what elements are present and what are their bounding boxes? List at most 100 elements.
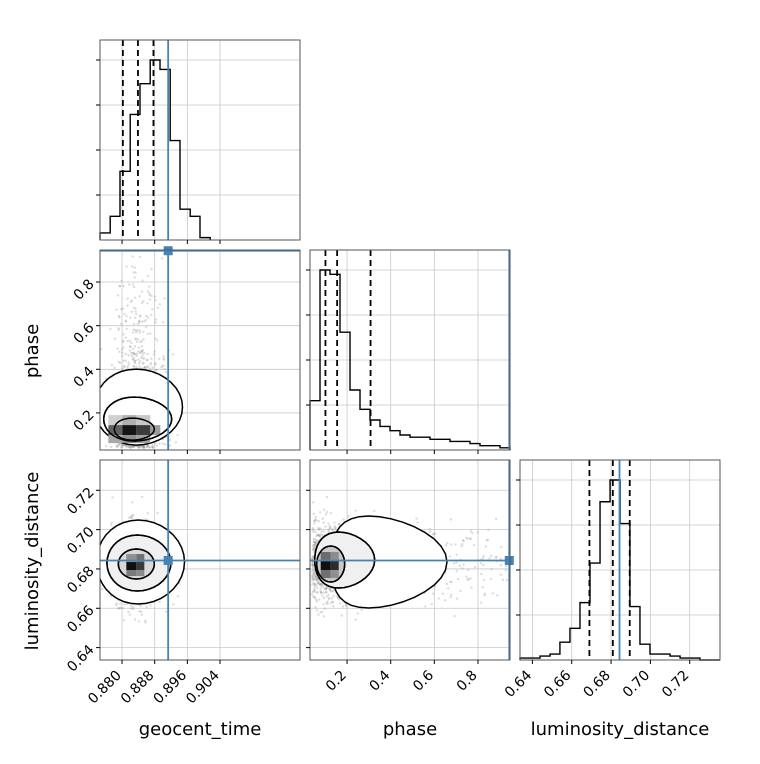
scatter-point bbox=[109, 327, 112, 331]
scatter-point bbox=[142, 445, 145, 448]
scatter-point bbox=[176, 595, 180, 598]
scatter-point bbox=[146, 365, 149, 368]
scatter-point bbox=[133, 360, 136, 363]
scatter-point bbox=[325, 591, 328, 594]
scatter-point bbox=[315, 600, 319, 603]
density-contours bbox=[313, 515, 448, 609]
scatter-point bbox=[327, 529, 330, 533]
scatter-point bbox=[128, 283, 131, 286]
scatter-point bbox=[119, 606, 122, 610]
scatter-point bbox=[322, 508, 326, 511]
scatter-point bbox=[140, 301, 144, 305]
scatter-point bbox=[164, 443, 167, 446]
scatter-point bbox=[156, 306, 160, 309]
density-cell bbox=[136, 570, 145, 577]
scatter-point bbox=[141, 445, 145, 448]
histogram-phase bbox=[309, 269, 511, 450]
scatter-point bbox=[317, 581, 320, 585]
scatter-point bbox=[125, 314, 128, 318]
scatter-point bbox=[127, 445, 131, 449]
scatter-point bbox=[138, 315, 142, 318]
density-cell bbox=[320, 570, 331, 579]
scatter-point bbox=[141, 279, 144, 282]
scatter-point bbox=[125, 327, 129, 331]
scatter-point bbox=[146, 365, 150, 369]
scatter-point bbox=[119, 606, 122, 610]
scatter-point bbox=[334, 526, 337, 530]
scatter-point bbox=[344, 604, 348, 608]
scatter-point bbox=[120, 444, 123, 447]
scatter-point bbox=[139, 356, 143, 360]
scatter-point bbox=[138, 255, 142, 259]
scatter-point bbox=[115, 308, 118, 311]
scatter-point bbox=[118, 284, 122, 288]
scatter-point bbox=[499, 563, 503, 567]
scatter-point bbox=[132, 271, 135, 274]
scatter-point bbox=[326, 602, 329, 606]
scatter-point bbox=[489, 554, 493, 557]
density-cell bbox=[150, 425, 161, 436]
scatter-point bbox=[467, 568, 470, 572]
scatter-point bbox=[315, 538, 318, 542]
contour-line bbox=[106, 534, 172, 592]
scatter-point bbox=[311, 576, 314, 579]
scatter-point bbox=[312, 563, 315, 566]
scatter-point bbox=[123, 365, 126, 369]
scatter-point bbox=[313, 589, 316, 592]
scatter-point bbox=[313, 588, 316, 591]
scatter-point bbox=[134, 362, 137, 365]
scatter-point bbox=[125, 444, 128, 448]
scatter-point bbox=[151, 446, 155, 449]
scatter-point bbox=[136, 338, 140, 341]
scatter-point bbox=[317, 533, 320, 537]
scatter-point bbox=[150, 313, 153, 317]
scatter-point bbox=[129, 300, 133, 304]
tick-label-x-luminosity-distance: 0.70 bbox=[620, 668, 653, 701]
scatter-point bbox=[94, 408, 96, 410]
scatter-point bbox=[120, 348, 124, 351]
scatter-point bbox=[314, 540, 318, 543]
scatter-point bbox=[115, 602, 119, 605]
scatter-point bbox=[319, 590, 323, 594]
scatter-point bbox=[314, 541, 317, 545]
scatter-point bbox=[312, 555, 315, 559]
scatter-point bbox=[312, 546, 316, 549]
scatter-point bbox=[150, 267, 153, 271]
scatter-point bbox=[138, 360, 142, 363]
scatter-point bbox=[466, 537, 469, 540]
tick-label-x-luminosity-distance: 0.68 bbox=[581, 668, 614, 701]
scatter-point bbox=[312, 595, 316, 598]
scatter-point bbox=[133, 266, 136, 269]
scatter-point bbox=[148, 294, 151, 297]
contour-line bbox=[113, 417, 156, 441]
scatter-point bbox=[145, 605, 148, 609]
scatter-point bbox=[158, 303, 162, 306]
scatter-point bbox=[311, 557, 314, 560]
scatter-point bbox=[314, 606, 317, 609]
scatter-point bbox=[131, 255, 134, 258]
scatter-point bbox=[315, 519, 318, 522]
density-cell bbox=[330, 552, 339, 561]
scatter-point bbox=[117, 327, 120, 330]
scatter-point bbox=[132, 356, 136, 359]
scatter-point bbox=[158, 600, 161, 604]
scatter-point bbox=[124, 359, 127, 362]
scatter-point bbox=[317, 527, 321, 531]
scatter-point bbox=[132, 352, 136, 356]
scatter-point bbox=[126, 297, 129, 300]
scatter-point bbox=[142, 445, 146, 449]
scatter-point bbox=[312, 540, 316, 544]
scatter-point bbox=[140, 446, 144, 449]
scatter-point bbox=[137, 446, 140, 449]
scatter-point bbox=[136, 329, 139, 332]
scatter-point bbox=[116, 445, 119, 449]
histogram-geocent-time bbox=[99, 59, 211, 240]
scatter-point bbox=[144, 366, 147, 369]
density-cell bbox=[108, 415, 123, 426]
scatter-point bbox=[117, 606, 120, 610]
scatter-point bbox=[443, 599, 447, 602]
scatter-point bbox=[472, 544, 476, 547]
scatter-point bbox=[316, 586, 319, 590]
scatter-point bbox=[540, 553, 542, 555]
scatter-point bbox=[151, 366, 154, 369]
